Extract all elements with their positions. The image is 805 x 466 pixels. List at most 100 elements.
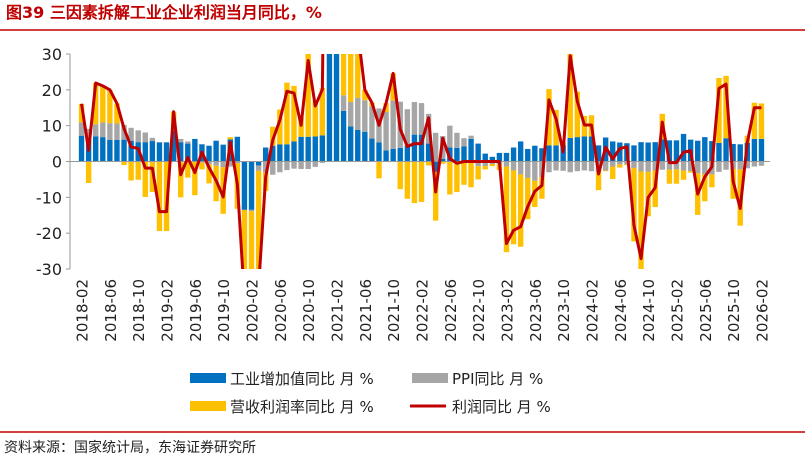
bar — [86, 162, 91, 184]
bar — [93, 136, 98, 161]
bar — [638, 172, 643, 278]
x-tick-label: 2022-10 — [470, 279, 488, 342]
bar — [79, 136, 84, 162]
bar — [603, 162, 608, 171]
bar — [525, 162, 530, 178]
x-tick-label: 2024-10 — [640, 279, 658, 342]
bar — [546, 145, 551, 161]
x-tick-label: 2026-02 — [753, 279, 771, 342]
x-tick-label: 2024-02 — [583, 279, 601, 342]
bar — [716, 162, 721, 172]
bar — [228, 137, 233, 139]
y-tick-label: 0 — [52, 153, 62, 172]
bar — [348, 102, 353, 126]
bar — [681, 170, 686, 179]
bar — [681, 162, 686, 171]
bar — [412, 102, 417, 135]
bar — [100, 137, 105, 161]
bar — [461, 138, 466, 146]
bar — [376, 162, 381, 179]
x-tick-label: 2021-10 — [385, 279, 403, 342]
bars — [79, 0, 764, 301]
bar — [738, 144, 743, 161]
bar — [313, 136, 318, 161]
bar — [164, 143, 169, 162]
bar — [660, 162, 665, 170]
bar — [405, 146, 410, 161]
bar — [468, 136, 473, 139]
bar — [136, 130, 141, 142]
bar — [235, 137, 240, 162]
bar — [412, 162, 417, 204]
x-tick-label: 2024-06 — [612, 279, 630, 342]
bar — [199, 163, 204, 170]
bar — [468, 162, 473, 188]
legend-label: 营收利润率同比 月 % — [230, 398, 374, 416]
bar — [511, 162, 516, 171]
bar — [553, 145, 558, 161]
bar — [568, 162, 573, 173]
bar — [518, 162, 523, 175]
bar — [362, 132, 367, 162]
bar — [376, 143, 381, 162]
bar — [702, 137, 707, 161]
bar — [447, 126, 452, 148]
bar — [518, 141, 523, 161]
bar — [178, 139, 183, 142]
bar — [270, 162, 275, 175]
x-tick-label: 2023-10 — [555, 279, 573, 342]
bar — [638, 162, 643, 172]
bar — [136, 162, 141, 180]
bar — [256, 162, 261, 166]
bar — [674, 169, 679, 183]
x-tick-label: 2019-10 — [215, 279, 233, 342]
bar — [532, 146, 537, 162]
bar — [355, 31, 360, 98]
bar — [320, 135, 325, 161]
bar — [398, 148, 403, 162]
y-tick-label: 10 — [42, 117, 62, 136]
bar — [206, 146, 211, 162]
x-tick-label: 2021-06 — [357, 279, 375, 342]
bar — [759, 162, 764, 166]
bar — [114, 124, 119, 140]
x-tick-label: 2023-06 — [527, 279, 545, 342]
bar — [390, 101, 395, 149]
x-tick-label: 2019-02 — [159, 279, 177, 342]
bar — [291, 162, 296, 169]
legend-swatch — [412, 373, 448, 383]
bar — [284, 144, 289, 161]
bar — [667, 170, 672, 184]
x-tick-label: 2025-06 — [697, 279, 715, 342]
bar — [568, 138, 573, 162]
bar — [525, 149, 530, 162]
bar — [93, 124, 98, 136]
x-tick-label: 2022-06 — [442, 279, 460, 342]
bar — [461, 146, 466, 161]
x-tick-label: 2025-10 — [725, 279, 743, 342]
x-tick-label: 2020-10 — [300, 279, 318, 342]
bar — [369, 139, 374, 162]
bar — [603, 170, 608, 171]
bar — [475, 144, 480, 162]
bar — [390, 149, 395, 162]
bar — [504, 162, 509, 167]
bar — [582, 162, 587, 171]
x-tick-label: 2020-06 — [272, 279, 290, 342]
bar — [631, 162, 636, 168]
bar — [518, 174, 523, 246]
bar — [249, 162, 254, 210]
bar — [305, 137, 310, 162]
bar — [341, 111, 346, 162]
bar — [313, 162, 318, 167]
bar — [334, 0, 339, 30]
source: 资料来源：国家统计局，东海证券研究所 — [4, 439, 256, 456]
bar — [546, 162, 551, 173]
bar — [256, 165, 261, 170]
bar — [348, 126, 353, 161]
x-tick-label: 2022-02 — [414, 279, 432, 342]
bar — [752, 162, 757, 167]
bar — [454, 133, 459, 148]
bar — [185, 141, 190, 143]
